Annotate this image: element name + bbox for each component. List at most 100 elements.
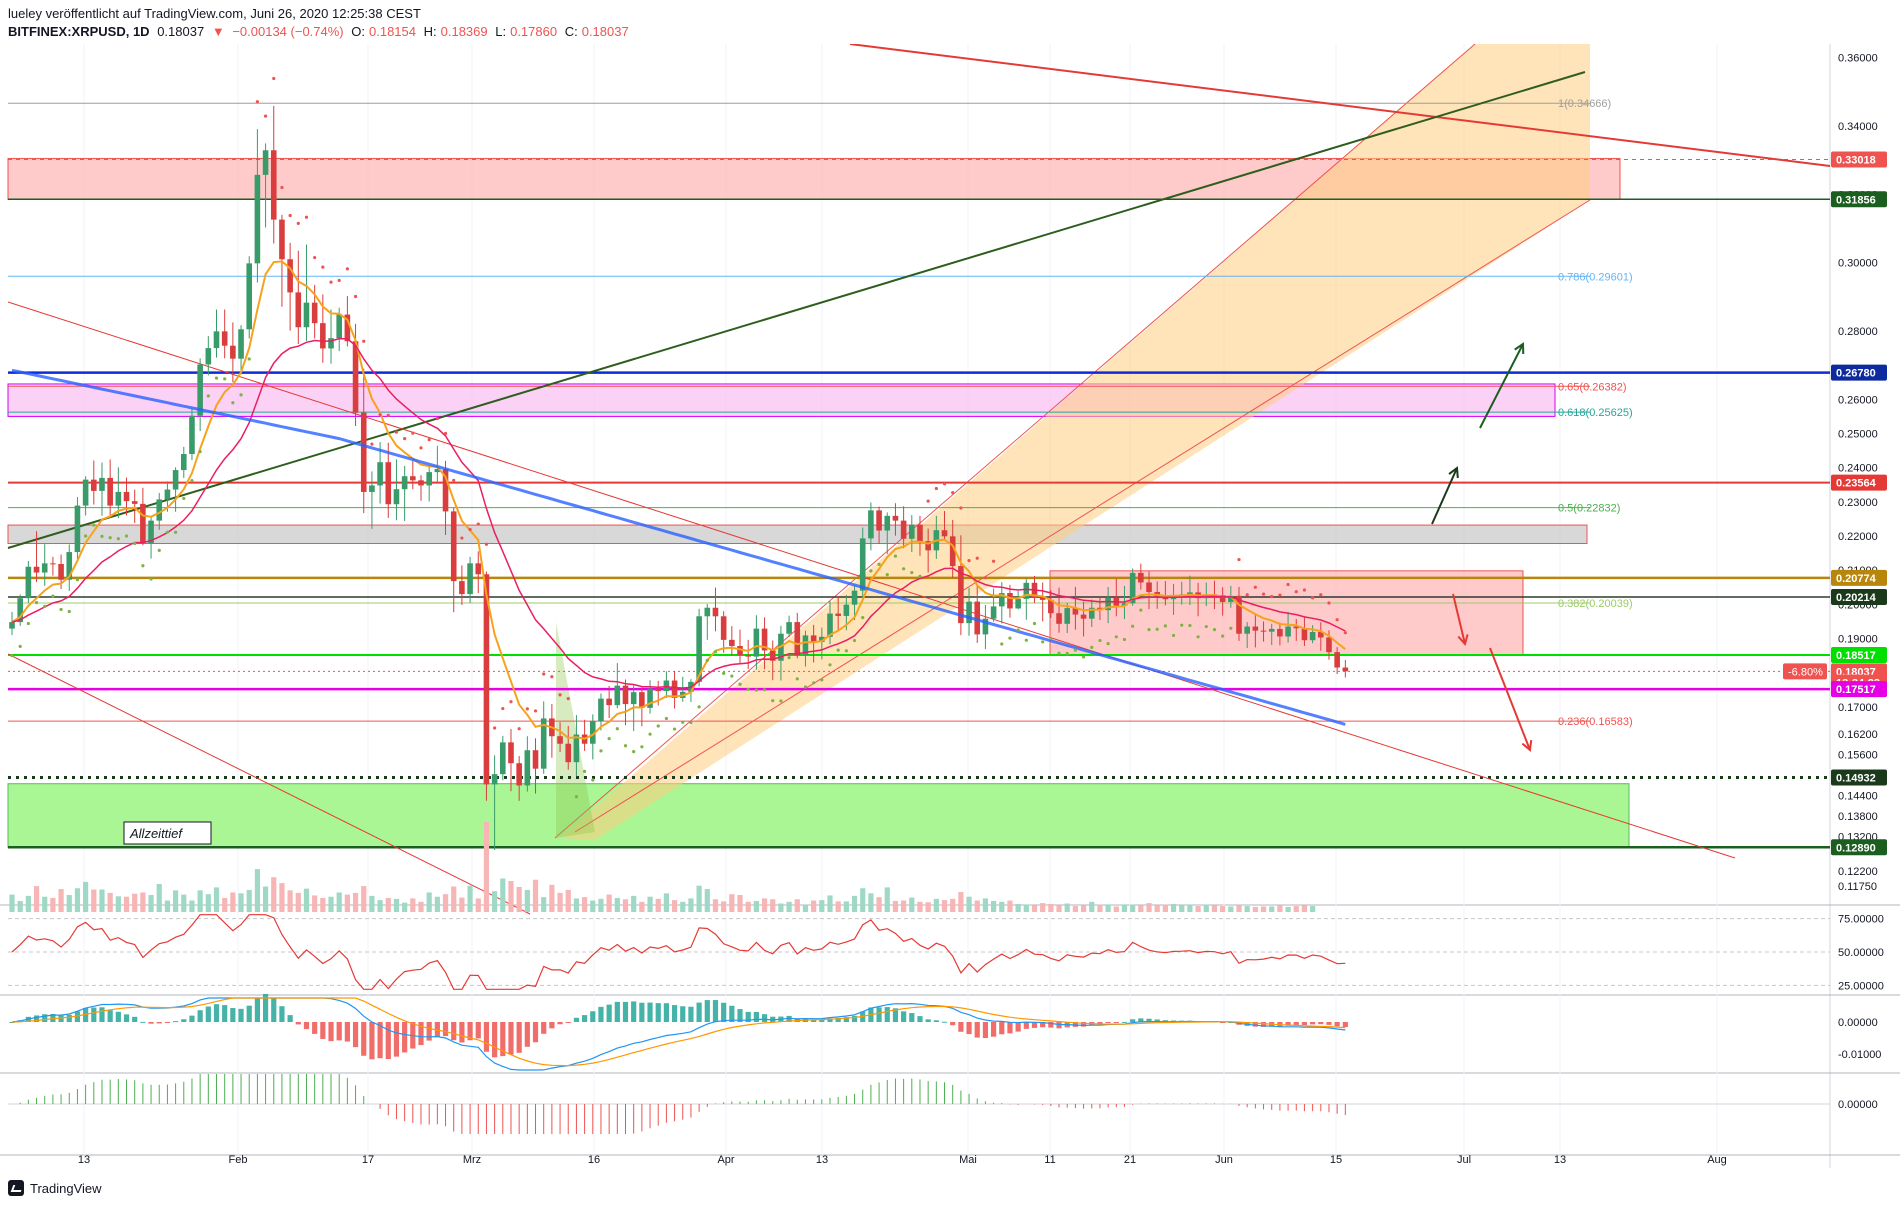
candle-body[interactable] — [197, 364, 203, 416]
candle-body[interactable] — [140, 503, 146, 544]
candle-body[interactable] — [565, 743, 572, 763]
candle-body[interactable] — [344, 314, 351, 342]
candle-body[interactable] — [1228, 595, 1234, 602]
candle-body[interactable] — [205, 348, 212, 365]
candle-body[interactable] — [639, 692, 645, 708]
candle-body[interactable] — [475, 563, 482, 575]
candle-body[interactable] — [909, 524, 915, 539]
candle-body[interactable] — [622, 685, 629, 705]
candle-body[interactable] — [982, 618, 989, 635]
candle-body[interactable] — [467, 563, 473, 595]
candle-body[interactable] — [589, 721, 596, 744]
candle-body[interactable] — [1252, 626, 1259, 631]
candle-body[interactable] — [647, 688, 653, 708]
candle-body[interactable] — [794, 622, 801, 656]
candle-body[interactable] — [508, 742, 514, 764]
candle-body[interactable] — [1138, 572, 1144, 583]
candle-body[interactable] — [82, 479, 89, 506]
candle-body[interactable] — [655, 688, 662, 692]
candle-body[interactable] — [1048, 599, 1054, 614]
candle-body[interactable] — [729, 639, 735, 647]
candle-body[interactable] — [74, 505, 81, 553]
candle-body[interactable] — [393, 489, 400, 505]
candle-body[interactable] — [966, 601, 972, 624]
candle-body[interactable] — [270, 150, 277, 220]
candle-body[interactable] — [9, 622, 15, 629]
candle-body[interactable] — [1260, 630, 1267, 632]
candle-body[interactable] — [1277, 628, 1283, 637]
symbol-label[interactable]: BITFINEX:XRPUSD, 1D — [8, 24, 150, 39]
candle-body[interactable] — [990, 606, 997, 619]
candle-body[interactable] — [115, 491, 122, 506]
candle-body[interactable] — [58, 564, 64, 580]
candle-body[interactable] — [868, 510, 874, 539]
candle-body[interactable] — [1334, 652, 1340, 668]
candle-body[interactable] — [434, 469, 441, 473]
candle-body[interactable] — [33, 566, 40, 573]
candle-body[interactable] — [925, 541, 931, 551]
candle-body[interactable] — [876, 510, 882, 531]
candle-body[interactable] — [1236, 595, 1242, 634]
candle-body[interactable] — [998, 593, 1005, 607]
candle-body[interactable] — [238, 329, 244, 359]
candle-body[interactable] — [410, 476, 416, 481]
candle-body[interactable] — [949, 536, 956, 567]
candle-body[interactable] — [900, 520, 907, 539]
candle-body[interactable] — [287, 259, 293, 293]
candle-body[interactable] — [1080, 614, 1087, 619]
candle-body[interactable] — [1293, 626, 1300, 629]
candle-body[interactable] — [328, 338, 334, 349]
candle-body[interactable] — [180, 454, 187, 471]
candle-body[interactable] — [1088, 607, 1095, 619]
candle-body[interactable] — [279, 219, 285, 260]
candle-body[interactable] — [851, 590, 858, 605]
candle-body[interactable] — [1187, 592, 1193, 595]
candle-body[interactable] — [1064, 608, 1071, 624]
candle-body[interactable] — [500, 742, 506, 775]
candle-body[interactable] — [230, 345, 236, 359]
candle-body[interactable] — [483, 574, 490, 785]
candle-body[interactable] — [1072, 608, 1079, 615]
candle-body[interactable] — [426, 472, 432, 486]
candle-body[interactable] — [1129, 572, 1136, 604]
candle-body[interactable] — [189, 415, 195, 454]
candle-body[interactable] — [745, 655, 751, 657]
candle-body[interactable] — [892, 515, 899, 521]
candle-body[interactable] — [25, 566, 32, 599]
candle-body[interactable] — [1285, 626, 1291, 637]
candle-body[interactable] — [148, 520, 154, 544]
candle-body[interactable] — [835, 613, 841, 616]
candle-body[interactable] — [827, 613, 833, 637]
candle-body[interactable] — [377, 462, 383, 486]
candle-body[interactable] — [91, 479, 97, 491]
candle-body[interactable] — [336, 314, 342, 339]
candle-body[interactable] — [974, 601, 981, 635]
candle-body[interactable] — [859, 538, 866, 591]
candle-body[interactable] — [1244, 626, 1250, 634]
candle-body[interactable] — [1146, 582, 1152, 593]
candle-body[interactable] — [696, 616, 702, 682]
candle-body[interactable] — [1309, 632, 1316, 641]
candle-body[interactable] — [99, 477, 105, 491]
candle-body[interactable] — [491, 774, 498, 785]
candle-body[interactable] — [221, 331, 228, 346]
candle-body[interactable] — [311, 302, 318, 324]
candle-body[interactable] — [1301, 628, 1308, 641]
candle-body[interactable] — [720, 616, 727, 640]
candle-body[interactable] — [303, 302, 310, 328]
candle-body[interactable] — [884, 515, 891, 531]
candle-body[interactable] — [737, 646, 743, 656]
candle-body[interactable] — [1023, 582, 1030, 599]
candle-body[interactable] — [66, 552, 73, 580]
candle-body[interactable] — [385, 462, 392, 505]
tradingview-logo[interactable]: TradingView — [8, 1180, 102, 1196]
candle-body[interactable] — [802, 635, 809, 656]
candle-body[interactable] — [598, 698, 604, 722]
candle-body[interactable] — [131, 501, 138, 504]
candle-body[interactable] — [123, 491, 130, 502]
candle-body[interactable] — [1039, 597, 1046, 600]
candle-body[interactable] — [418, 480, 424, 486]
candle-body[interactable] — [213, 331, 220, 349]
price-chart[interactable]: 1(0.34666) 0.786(0.29601) 0.65(0.26382) 0.6… — [0, 44, 1900, 1170]
candle-body[interactable] — [369, 485, 375, 492]
